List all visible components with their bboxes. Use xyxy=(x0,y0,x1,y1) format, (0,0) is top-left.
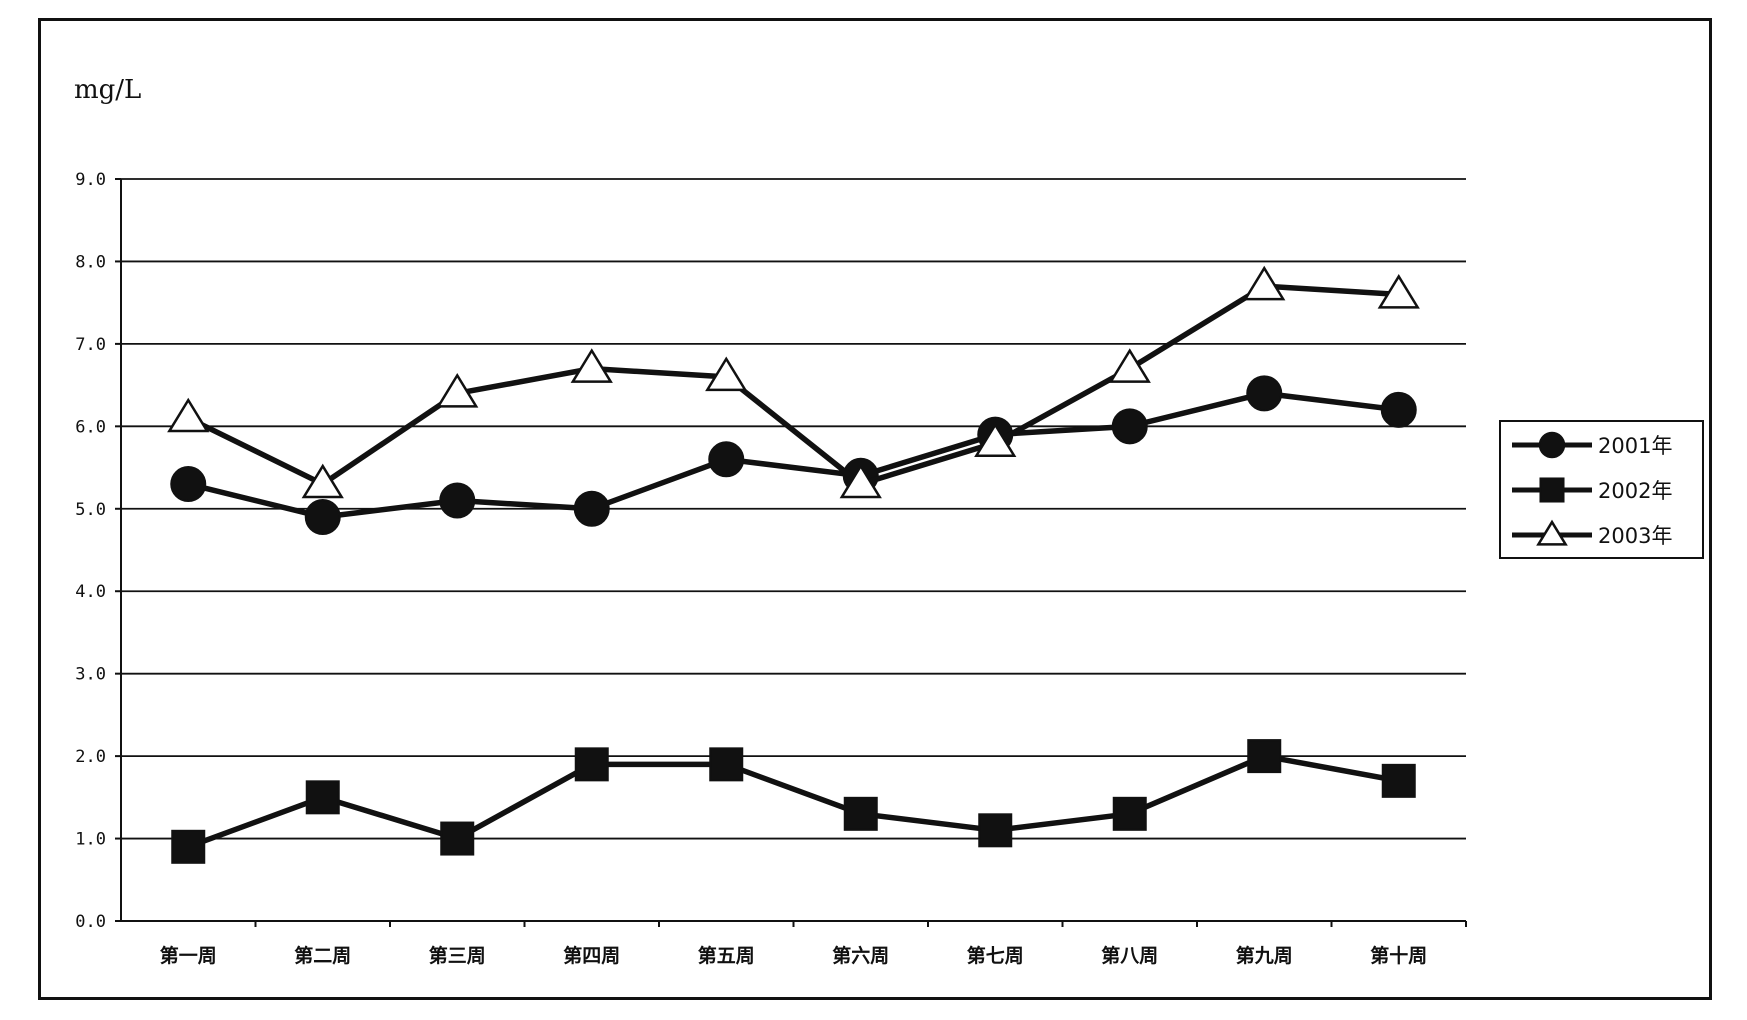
legend-label: 2001年 xyxy=(1598,434,1672,458)
data-point-2003年 xyxy=(1243,265,1286,301)
x-tick-label: 第九周 xyxy=(1236,944,1293,967)
series-2003年 xyxy=(167,265,1420,499)
data-point-2003年 xyxy=(570,348,613,383)
x-tick-label: 第五周 xyxy=(698,944,755,967)
y-tick-label: 9.0 xyxy=(75,170,106,190)
data-point-2002年 xyxy=(709,747,744,782)
gridlines xyxy=(121,178,1466,840)
series-line-2002年 xyxy=(187,753,1400,850)
data-point-2001年 xyxy=(573,490,610,527)
x-tick-label: 第四周 xyxy=(563,944,620,967)
x-tick-label: 第一周 xyxy=(160,944,217,967)
series-2002年 xyxy=(171,739,1416,864)
data-point-2002年 xyxy=(843,796,878,831)
legend-item-2003年: 2003年 xyxy=(1512,519,1672,548)
data-point-2003年 xyxy=(436,372,479,408)
legend-marker xyxy=(1539,477,1565,503)
data-point-2003年 xyxy=(705,356,748,392)
series-2001年 xyxy=(170,375,1417,536)
x-tick-labels: 第一周 第二周 第三周 第四周 第五周 第六周 第七周 第八周 第九周 第十周 xyxy=(160,944,1428,967)
series-line-2001年 xyxy=(187,390,1400,520)
chart-frame xyxy=(38,18,1712,1000)
x-tick-label: 第十周 xyxy=(1370,944,1427,967)
legend-marker xyxy=(1538,431,1566,459)
y-tick-label: 7.0 xyxy=(75,335,106,355)
data-point-2001年 xyxy=(439,482,476,519)
data-point-2001年 xyxy=(708,441,745,478)
data-point-2002年 xyxy=(978,813,1013,848)
y-tick-label: 4.0 xyxy=(75,582,106,602)
x-tick-label: 第七周 xyxy=(967,944,1024,967)
y-tick-label: 6.0 xyxy=(75,417,106,437)
data-point-2002年 xyxy=(1381,763,1416,798)
data-point-2001年 xyxy=(1380,391,1417,428)
data-point-2001年 xyxy=(170,466,207,503)
legend-item-2001年: 2001年 xyxy=(1512,431,1672,459)
x-tick-label: 第三周 xyxy=(429,944,486,967)
legend-label: 2003年 xyxy=(1598,524,1672,548)
legend-item-2002年: 2002年 xyxy=(1512,477,1672,503)
x-tick-label: 第六周 xyxy=(832,944,889,967)
series-line-2003年 xyxy=(187,283,1399,487)
data-point-2003年 xyxy=(167,397,210,433)
legend: 2001年 2002年 2003年 xyxy=(1499,420,1704,559)
data-point-2003年 xyxy=(839,463,882,499)
y-tick-label: 5.0 xyxy=(75,500,106,520)
y-tick-label: 3.0 xyxy=(75,665,106,685)
data-point-2002年 xyxy=(574,747,609,782)
y-tick-label: 8.0 xyxy=(75,252,106,272)
data-point-2003年 xyxy=(974,422,1017,458)
legend-marker xyxy=(1536,519,1568,546)
x-tick-label: 第二周 xyxy=(294,944,351,967)
y-axis-unit-label: mg/L xyxy=(74,75,141,105)
data-point-2001年 xyxy=(1111,408,1148,445)
data-point-2003年 xyxy=(301,463,344,499)
data-point-2002年 xyxy=(440,821,475,856)
data-point-2003年 xyxy=(1377,274,1420,309)
y-tick-label: 1.0 xyxy=(75,830,106,850)
legend-label: 2002年 xyxy=(1598,479,1672,503)
y-tick-label: 0.0 xyxy=(75,912,106,932)
data-point-2002年 xyxy=(171,829,206,864)
data-point-2002年 xyxy=(305,780,340,815)
data-point-2001年 xyxy=(304,499,341,536)
data-point-2003年 xyxy=(1108,348,1151,383)
data-point-2001年 xyxy=(1246,375,1283,412)
y-tick-labels: 0.0 1.0 2.0 3.0 4.0 5.0 6.0 7.0 8.0 9.0 xyxy=(75,170,106,932)
data-point-2002年 xyxy=(1247,739,1282,774)
axes xyxy=(115,178,1467,927)
data-point-2002年 xyxy=(1112,796,1147,831)
y-tick-label: 2.0 xyxy=(75,747,106,767)
x-tick-label: 第八周 xyxy=(1101,944,1158,967)
series-group xyxy=(167,265,1420,864)
